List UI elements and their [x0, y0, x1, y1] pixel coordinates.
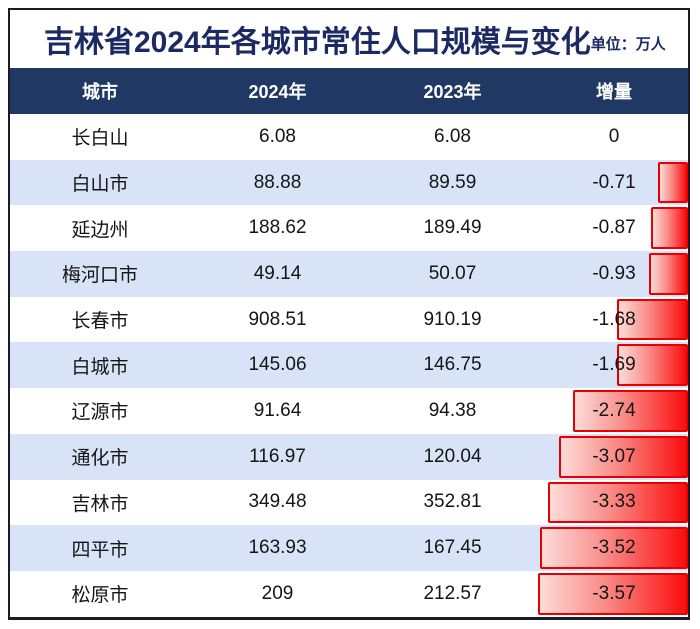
value-2024-cell: 91.64: [253, 399, 302, 421]
city-cell: 白城市: [71, 356, 129, 378]
delta-bar: [572, 390, 688, 432]
delta-bar: [559, 435, 688, 478]
table-row: 吉林市 349.48 352.81 -3.33: [10, 479, 688, 526]
value-2023-cell: 6.08: [434, 125, 471, 147]
header-delta: 增量: [596, 82, 632, 102]
delta-cell: 0: [540, 114, 688, 160]
delta-bar: [548, 481, 688, 524]
value-2024-cell: 145.06: [248, 354, 307, 376]
page-title: 吉林省2024年各城市常住人口规模与变化: [44, 26, 591, 59]
table-frame: 吉林省2024年各城市常住人口规模与变化 单位：万人 城市 2024年 2023…: [8, 8, 690, 620]
delta-value: -3.52: [592, 537, 636, 559]
value-2024-cell: 209: [261, 582, 294, 604]
value-2024-cell: 188.62: [248, 217, 307, 239]
delta-bar: [648, 253, 688, 295]
table-row: 四平市 163.93 167.45 -3.52: [10, 525, 688, 571]
delta-value: -0.93: [592, 262, 636, 284]
delta-bar: [540, 527, 688, 569]
city-cell: 松原市: [71, 585, 129, 607]
delta-cell: -3.57: [538, 571, 688, 617]
delta-bar: [617, 344, 688, 387]
city-cell: 长白山: [71, 128, 129, 150]
value-2024-cell: 163.93: [248, 537, 307, 559]
table-row: 松原市 209 212.57 -3.57: [10, 570, 688, 617]
city-cell: 长春市: [71, 311, 129, 333]
delta-value: -3.07: [592, 445, 636, 467]
table-row: 梅河口市 49.14 50.07 -0.93: [10, 251, 688, 297]
delta-bar: [617, 298, 688, 341]
delta-value: 0: [608, 125, 620, 147]
value-2024-cell: 908.51: [248, 308, 307, 330]
header-2023: 2023年: [423, 82, 482, 102]
value-2023-cell: 189.49: [423, 217, 482, 239]
delta-cell: -3.07: [540, 434, 688, 480]
table-row: 长白山 6.08 6.08 0: [10, 114, 688, 160]
value-2023-cell: 352.81: [423, 491, 482, 513]
delta-cell: -1.69: [540, 342, 688, 388]
city-cell: 延边州: [71, 219, 129, 241]
delta-cell: -1.68: [540, 297, 688, 343]
table-row: 辽源市 91.64 94.38 -2.74: [10, 388, 688, 434]
delta-value: -0.87: [592, 217, 636, 239]
table-row: 白城市 145.06 146.75 -1.69: [10, 342, 688, 389]
value-2024-cell: 88.88: [253, 171, 302, 193]
value-2024-cell: 49.14: [253, 262, 302, 284]
city-cell: 白山市: [71, 174, 129, 196]
table-rows: 长白山 6.08 6.08 0 白山市 88.88 89.59 -0.71 延边…: [10, 114, 688, 617]
value-2024-cell: 349.48: [248, 491, 307, 513]
delta-value: -2.74: [592, 399, 636, 421]
value-2024-cell: 6.08: [259, 125, 296, 147]
delta-cell: -0.87: [540, 205, 688, 251]
value-2024-cell: 116.97: [249, 445, 306, 467]
header-2024: 2024年: [248, 82, 307, 102]
title-bar: 吉林省2024年各城市常住人口规模与变化 单位：万人: [10, 10, 688, 68]
value-2023-cell: 89.59: [428, 171, 477, 193]
city-cell: 吉林市: [71, 493, 129, 515]
delta-value: -0.71: [592, 171, 636, 193]
delta-cell: -3.33: [540, 480, 688, 526]
delta-cell: -3.52: [540, 525, 688, 571]
delta-bar: [658, 161, 688, 204]
table-row: 延边州 188.62 189.49 -0.87: [10, 205, 688, 252]
value-2023-cell: 212.57: [423, 582, 482, 604]
delta-value: -3.57: [592, 582, 636, 604]
table-row: 长春市 908.51 910.19 -1.68: [10, 296, 688, 343]
delta-cell: -0.93: [540, 251, 688, 297]
value-2023-cell: 94.38: [428, 399, 477, 421]
delta-bar: [651, 207, 688, 250]
delta-cell: -0.71: [540, 160, 688, 206]
city-cell: 通化市: [71, 448, 129, 470]
delta-cell: -2.74: [540, 388, 688, 434]
city-cell: 辽源市: [71, 402, 129, 424]
value-2023-cell: 50.07: [428, 262, 477, 284]
city-cell: 梅河口市: [61, 265, 138, 287]
delta-value: -1.68: [592, 308, 636, 330]
value-2023-cell: 120.04: [423, 445, 482, 467]
delta-value: -3.33: [592, 491, 636, 513]
header-city: 城市: [82, 82, 118, 102]
delta-value: -1.69: [592, 354, 636, 376]
value-2023-cell: 167.45: [423, 537, 482, 559]
table-row: 通化市 116.97 120.04 -3.07: [10, 433, 688, 480]
delta-bar: [538, 572, 688, 615]
value-2023-cell: 910.19: [423, 308, 482, 330]
table-header-row: 城市 2024年 2023年 增量: [10, 68, 688, 114]
unit-label: 单位：万人: [590, 35, 666, 53]
city-cell: 四平市: [71, 539, 129, 561]
table-row: 白山市 88.88 89.59 -0.71: [10, 159, 688, 206]
value-2023-cell: 146.75: [423, 354, 482, 376]
